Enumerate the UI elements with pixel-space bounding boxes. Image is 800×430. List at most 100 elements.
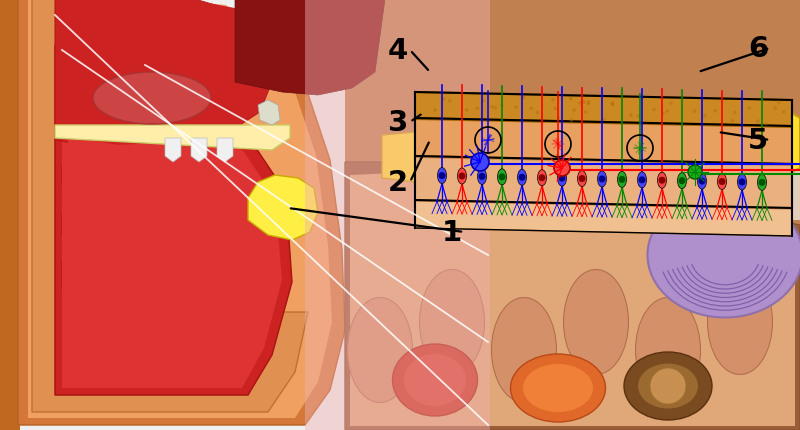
Circle shape bbox=[730, 120, 734, 123]
Polygon shape bbox=[62, 261, 274, 289]
Circle shape bbox=[573, 109, 576, 113]
Ellipse shape bbox=[491, 298, 557, 402]
Polygon shape bbox=[248, 175, 318, 240]
Ellipse shape bbox=[658, 173, 666, 189]
Polygon shape bbox=[382, 133, 415, 183]
Circle shape bbox=[522, 96, 526, 100]
Ellipse shape bbox=[698, 174, 706, 190]
Polygon shape bbox=[415, 93, 792, 127]
Circle shape bbox=[442, 98, 446, 101]
Ellipse shape bbox=[558, 171, 566, 187]
Circle shape bbox=[738, 179, 746, 186]
Circle shape bbox=[514, 106, 518, 110]
Circle shape bbox=[448, 100, 451, 103]
Text: 2: 2 bbox=[388, 169, 408, 197]
Circle shape bbox=[494, 107, 498, 111]
Polygon shape bbox=[62, 166, 250, 184]
Ellipse shape bbox=[638, 364, 698, 408]
Circle shape bbox=[611, 104, 614, 107]
Circle shape bbox=[530, 108, 533, 111]
Circle shape bbox=[693, 110, 697, 114]
Polygon shape bbox=[305, 0, 490, 430]
Ellipse shape bbox=[563, 270, 629, 375]
Circle shape bbox=[569, 98, 573, 101]
Circle shape bbox=[434, 109, 437, 113]
Polygon shape bbox=[165, 139, 181, 163]
Circle shape bbox=[714, 110, 717, 114]
Circle shape bbox=[490, 106, 494, 109]
Circle shape bbox=[678, 178, 686, 185]
Ellipse shape bbox=[393, 344, 478, 416]
Circle shape bbox=[578, 102, 582, 106]
Circle shape bbox=[535, 111, 539, 115]
Circle shape bbox=[637, 115, 640, 119]
Circle shape bbox=[703, 114, 706, 118]
Polygon shape bbox=[0, 0, 20, 430]
Circle shape bbox=[652, 108, 656, 112]
Circle shape bbox=[584, 111, 587, 115]
Ellipse shape bbox=[518, 170, 526, 186]
Circle shape bbox=[554, 161, 570, 177]
Text: 5: 5 bbox=[748, 127, 768, 155]
Ellipse shape bbox=[419, 270, 485, 375]
Circle shape bbox=[782, 111, 786, 114]
Circle shape bbox=[650, 368, 686, 404]
Polygon shape bbox=[62, 0, 269, 146]
Text: 3: 3 bbox=[388, 109, 408, 137]
Circle shape bbox=[538, 175, 546, 182]
Circle shape bbox=[558, 175, 566, 182]
Polygon shape bbox=[62, 59, 282, 388]
Polygon shape bbox=[55, 0, 272, 150]
Ellipse shape bbox=[510, 354, 606, 422]
Ellipse shape bbox=[578, 171, 586, 187]
Ellipse shape bbox=[598, 172, 606, 187]
Circle shape bbox=[475, 108, 479, 111]
Polygon shape bbox=[345, 163, 800, 430]
Polygon shape bbox=[345, 0, 800, 430]
Circle shape bbox=[638, 177, 646, 184]
Ellipse shape bbox=[438, 168, 446, 184]
Ellipse shape bbox=[638, 172, 646, 188]
Circle shape bbox=[698, 178, 706, 185]
Ellipse shape bbox=[738, 175, 746, 190]
Circle shape bbox=[570, 119, 574, 123]
Circle shape bbox=[758, 179, 766, 187]
Circle shape bbox=[610, 102, 614, 106]
Polygon shape bbox=[18, 0, 345, 425]
Circle shape bbox=[733, 111, 737, 115]
Circle shape bbox=[756, 120, 759, 123]
Circle shape bbox=[438, 173, 446, 180]
Polygon shape bbox=[258, 101, 280, 126]
Circle shape bbox=[554, 108, 557, 111]
Ellipse shape bbox=[458, 169, 466, 184]
Polygon shape bbox=[68, 71, 268, 380]
Circle shape bbox=[458, 173, 466, 180]
Ellipse shape bbox=[678, 173, 686, 189]
Polygon shape bbox=[55, 126, 290, 150]
Circle shape bbox=[658, 177, 666, 184]
Polygon shape bbox=[235, 0, 385, 96]
Ellipse shape bbox=[707, 270, 773, 375]
Circle shape bbox=[688, 166, 702, 180]
Ellipse shape bbox=[618, 172, 626, 188]
Ellipse shape bbox=[718, 174, 726, 190]
Ellipse shape bbox=[404, 354, 466, 406]
Circle shape bbox=[518, 175, 526, 181]
Circle shape bbox=[598, 176, 606, 183]
Circle shape bbox=[629, 114, 633, 117]
Circle shape bbox=[602, 118, 606, 122]
Circle shape bbox=[618, 176, 626, 184]
Circle shape bbox=[718, 178, 726, 186]
Circle shape bbox=[764, 123, 768, 126]
Circle shape bbox=[471, 154, 489, 172]
Polygon shape bbox=[415, 202, 792, 237]
Circle shape bbox=[748, 107, 751, 111]
Circle shape bbox=[640, 98, 643, 101]
Ellipse shape bbox=[538, 170, 546, 186]
Ellipse shape bbox=[635, 298, 701, 402]
Polygon shape bbox=[690, 136, 800, 221]
Circle shape bbox=[661, 112, 665, 116]
Ellipse shape bbox=[498, 169, 506, 185]
Polygon shape bbox=[28, 0, 332, 418]
Circle shape bbox=[478, 174, 486, 181]
